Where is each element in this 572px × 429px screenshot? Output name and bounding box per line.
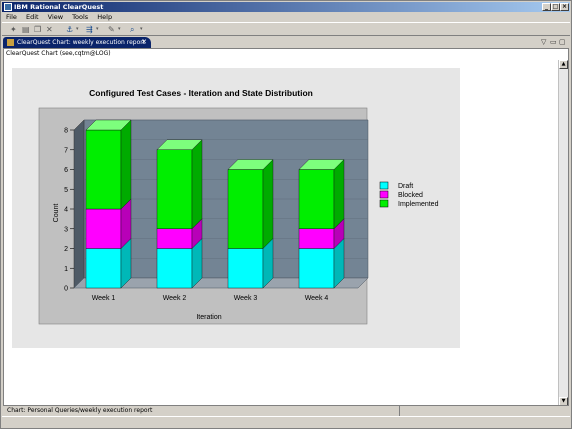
bottom-trim: [2, 416, 570, 429]
chevron-down-icon[interactable]: ▾: [140, 26, 143, 32]
status-bar-segment: [399, 406, 569, 416]
y-tick-label: 3: [64, 226, 68, 233]
legend-swatch: [379, 190, 389, 199]
maximize-window-button[interactable]: □: [551, 3, 560, 11]
y-tick-label: 8: [64, 128, 68, 135]
y-tick-label: 4: [64, 207, 68, 214]
bar-top: [85, 119, 132, 131]
tab-label: ClearQuest Chart: weekly execution repor…: [17, 39, 146, 46]
maximize-view-icon[interactable]: ▢: [559, 38, 566, 46]
export-icon[interactable]: ⇶: [86, 25, 93, 34]
content-heading: ClearQuest Chart (see,cqtm@LOG): [6, 50, 111, 57]
y-tick-label: 1: [64, 266, 68, 273]
editor-tab-bar: ClearQuest Chart: weekly execution repor…: [3, 37, 569, 48]
scroll-up-icon[interactable]: ▲: [559, 60, 568, 69]
bar-segment: [156, 149, 193, 229]
legend-label: Blocked: [398, 192, 423, 199]
delete-icon[interactable]: ✕: [46, 25, 53, 34]
legend-label: Implemented: [398, 201, 439, 208]
new-icon[interactable]: ✦: [10, 25, 17, 34]
anchor-icon[interactable]: ⚓: [66, 25, 74, 34]
menu-bar: File Edit View Tools Help: [2, 12, 570, 22]
bar-segment: [156, 248, 193, 289]
y-tick-label: 2: [64, 246, 68, 253]
bar-top: [156, 139, 203, 150]
chart-icon: [7, 39, 14, 46]
minimize-window-button[interactable]: _: [542, 3, 551, 11]
bar-segment: [298, 169, 335, 229]
close-window-button[interactable]: ×: [560, 3, 569, 11]
y-axis-label: Count: [53, 204, 60, 223]
pencil-icon[interactable]: ✎: [108, 25, 115, 34]
menu-edit[interactable]: Edit: [25, 13, 39, 21]
bar-segment: [227, 248, 264, 289]
legend-swatch: [379, 199, 389, 208]
x-tick-label: Week 1: [92, 295, 116, 302]
stacked-bar-chart: Configured Test Cases - Iteration and St…: [38, 88, 439, 325]
view-menu-icon[interactable]: ▽: [541, 38, 547, 46]
chart-title: Configured Test Cases - Iteration and St…: [89, 88, 313, 98]
plot-side-wall: [73, 119, 85, 289]
status-bar: Chart: Personal Queries/weekly execution…: [3, 405, 569, 416]
x-tick-label: Week 2: [163, 295, 187, 302]
bar-segment-side: [191, 139, 203, 230]
menu-help[interactable]: Help: [97, 13, 113, 21]
toolbar: ✦ ▤ ❐ ✕ ⚓ ▾ ⇶ ▾ ✎ ▾ ⌕ ▾: [2, 22, 570, 36]
x-axis-label: Iteration: [196, 314, 221, 321]
title-bar[interactable]: IBM Rational ClearQuest _ □ ×: [2, 2, 570, 12]
minimize-view-icon[interactable]: ▭: [550, 38, 557, 46]
bar-segment: [298, 248, 335, 289]
bar-top: [298, 159, 345, 170]
clearquest-app-icon: [4, 3, 12, 11]
vertical-scrollbar[interactable]: ▲ ▼: [558, 60, 568, 406]
copy-icon[interactable]: ❐: [34, 25, 42, 34]
y-tick-label: 5: [64, 187, 68, 194]
bar-segment: [85, 208, 122, 249]
x-tick-label: Week 4: [305, 295, 329, 302]
chart-editor-area: ClearQuest Chart (see,cqtm@LOG) Configur…: [3, 48, 569, 406]
bar-segment: [85, 248, 122, 289]
bar-segment-side: [333, 159, 345, 230]
chevron-down-icon[interactable]: ▾: [118, 26, 121, 32]
bar-segment: [298, 228, 335, 249]
y-tick-label: 7: [64, 147, 68, 154]
bar-segment-side: [262, 159, 274, 249]
bar-segment: [227, 169, 264, 249]
bar-top: [227, 159, 274, 170]
close-tab-icon[interactable]: ✕: [141, 38, 147, 46]
bar-segment-side: [120, 119, 132, 210]
legend-swatch: [379, 181, 389, 190]
y-tick-label: 0: [64, 286, 68, 293]
tab-weekly-execution-report[interactable]: ClearQuest Chart: weekly execution repor…: [3, 37, 151, 48]
bar-segment: [156, 228, 193, 249]
chevron-down-icon[interactable]: ▾: [96, 26, 99, 32]
menu-file[interactable]: File: [6, 13, 17, 21]
menu-view[interactable]: View: [47, 13, 64, 21]
plot-floor: [73, 277, 369, 289]
bar-segment: [85, 129, 122, 210]
save-icon[interactable]: ▤: [22, 25, 30, 34]
legend-label: Draft: [398, 183, 413, 190]
chevron-down-icon[interactable]: ▾: [76, 26, 79, 32]
y-tick-label: 6: [64, 167, 68, 174]
find-icon[interactable]: ⌕: [130, 25, 135, 34]
window-title: IBM Rational ClearQuest: [14, 3, 104, 11]
status-text: Chart: Personal Queries/weekly execution…: [7, 407, 153, 414]
x-tick-label: Week 3: [234, 295, 258, 302]
menu-tools[interactable]: Tools: [72, 13, 89, 21]
chart-panel: Configured Test Cases - Iteration and St…: [12, 68, 460, 348]
